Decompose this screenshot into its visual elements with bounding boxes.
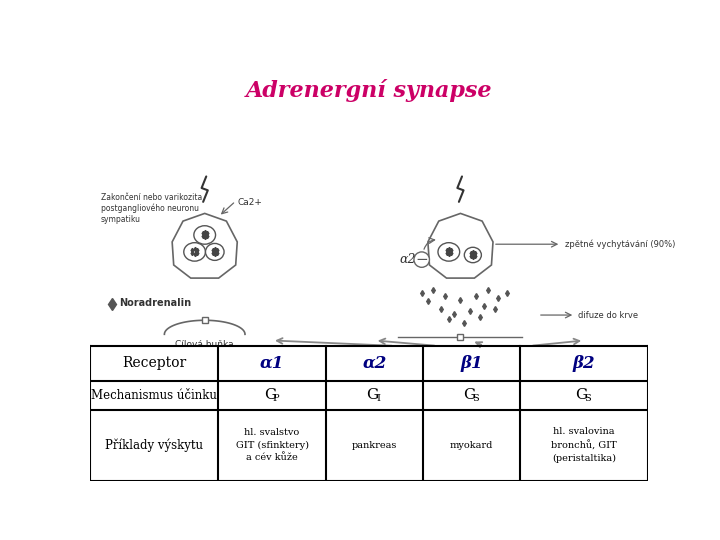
Polygon shape [172, 213, 238, 278]
Text: Ca2+: Ca2+ [238, 198, 262, 207]
Text: Příklady výskytu: Příklady výskytu [105, 438, 203, 452]
Text: β1: β1 [460, 355, 483, 372]
Text: β2: β2 [572, 355, 595, 372]
Ellipse shape [205, 244, 224, 260]
Text: zpětné vychytávání (90%): zpětné vychytávání (90%) [565, 239, 675, 249]
Text: pankreas: pankreas [352, 441, 397, 450]
Text: hl. svalstvo
GIT (sfinktery)
a cév kůže: hl. svalstvo GIT (sfinktery) a cév kůže [235, 428, 309, 462]
Ellipse shape [464, 247, 482, 262]
Text: Adrenergní synapse: Adrenergní synapse [246, 79, 492, 102]
Ellipse shape [438, 242, 459, 261]
Polygon shape [428, 213, 493, 278]
Text: α1: α1 [260, 355, 284, 372]
Text: S: S [585, 394, 591, 403]
Text: Mechanismus účinku: Mechanismus účinku [91, 389, 217, 402]
Ellipse shape [184, 242, 205, 261]
Text: G: G [366, 388, 379, 402]
Text: −: − [415, 252, 428, 267]
Text: α2: α2 [400, 253, 416, 266]
Text: Noradrenalin: Noradrenalin [120, 299, 192, 308]
Text: Cílová buňka: Cílová buňka [176, 340, 234, 349]
Text: G: G [575, 388, 588, 402]
Text: S: S [472, 394, 479, 403]
Text: α2: α2 [363, 355, 387, 372]
Circle shape [414, 252, 429, 267]
Ellipse shape [194, 226, 215, 244]
Text: G: G [264, 388, 276, 402]
Text: I: I [377, 394, 381, 403]
Text: P: P [273, 394, 279, 403]
Text: hl. svalovina
bronchů, GIT
(peristaltika): hl. svalovina bronchů, GIT (peristaltika… [552, 427, 617, 463]
Text: difuze do krve: difuze do krve [578, 310, 639, 320]
Text: G: G [463, 388, 475, 402]
Text: Zakončení nebo varikozita
postgangliového neuronu
sympatiku: Zakončení nebo varikozita postgangliovéh… [101, 193, 202, 224]
Text: Receptor: Receptor [122, 356, 186, 370]
Text: myokard: myokard [450, 441, 493, 450]
